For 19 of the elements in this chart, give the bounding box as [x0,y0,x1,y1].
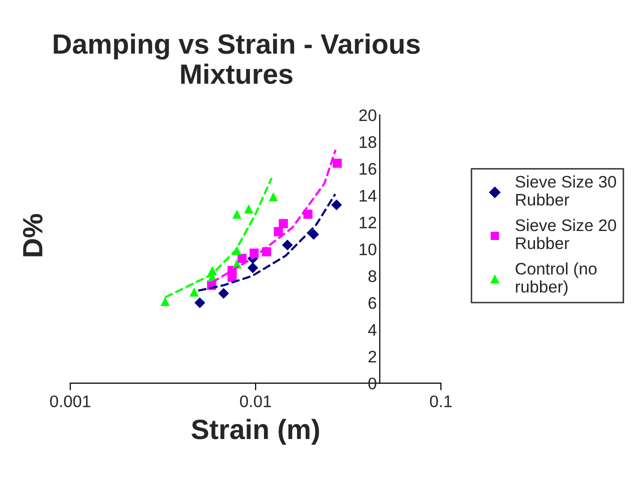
y-tick-label: 18 [360,136,376,148]
x-axis-title: Strain (m) [192,418,320,445]
y-tick-label: 2 [368,350,376,362]
y-tick-label: 20 [359,109,376,122]
y-tick-label: 10 [360,243,376,256]
x-tick-label: 0.1 [430,395,452,408]
chart-title: Damping vs Strain - Various Mixtures [54,34,420,84]
y-tick-label: 14 [360,190,376,202]
legend-label: Control (no rubber) [516,262,597,296]
y-tick-label: 4 [368,324,376,336]
legend-label: Sieve Size 30 Rubber [516,175,616,206]
y-tick-label: 6 [368,297,376,309]
legend-label: Sieve Size 20 Rubber [516,218,616,250]
x-tick-label: 0.01 [240,395,272,408]
y-tick-label: 12 [360,216,376,228]
y-axis-title: D% [22,214,43,256]
y-tick-label: 8 [368,270,376,282]
x-tick-label: 0.001 [50,395,90,408]
y-tick-label: 16 [360,163,376,175]
